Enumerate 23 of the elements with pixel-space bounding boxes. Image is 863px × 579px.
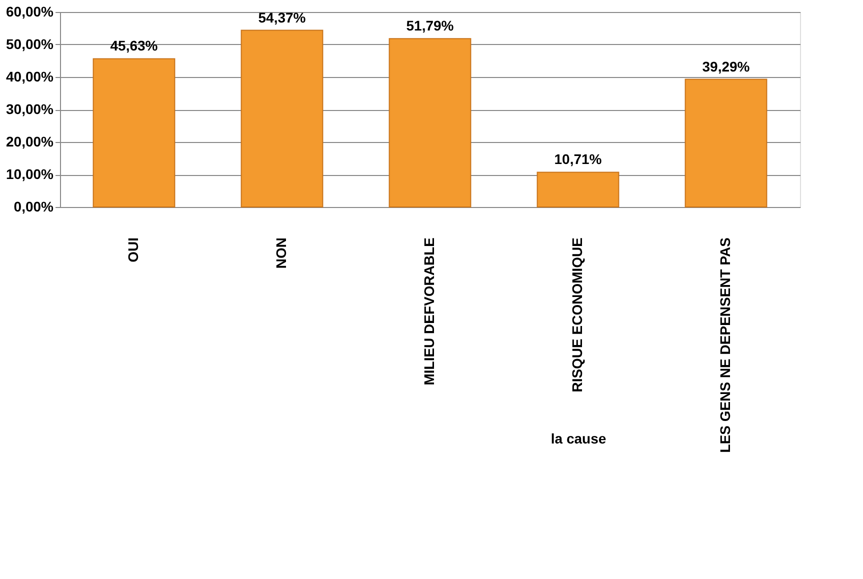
bar: [240, 30, 324, 208]
x-tick-label: RISQUE ECONOMIQUE: [569, 238, 585, 392]
x-tick-label: LES GENS NE DEPENSENT PAS: [717, 238, 733, 453]
x-tick-label: OUI: [125, 238, 141, 262]
bar: [92, 58, 176, 208]
data-label: 54,37%: [258, 9, 306, 26]
y-tick-label: 20,00%: [6, 134, 54, 150]
y-tick-label: 40,00%: [6, 68, 54, 84]
x-axis-title: la cause: [550, 430, 606, 446]
data-label: 39,29%: [702, 58, 750, 74]
bar: [684, 78, 768, 208]
y-tick-label: 0,00%: [14, 198, 54, 214]
data-label: 51,79%: [406, 18, 454, 34]
x-tick-label: NON: [273, 238, 289, 269]
bar: [536, 172, 620, 208]
data-label: 10,71%: [554, 151, 602, 168]
data-label: 45,63%: [110, 38, 158, 54]
x-tick-label: MILIEU DEFVORABLE: [421, 238, 437, 386]
y-tick-label: 30,00%: [6, 101, 54, 117]
bar: [388, 38, 472, 208]
y-tick-label: 50,00%: [6, 36, 54, 52]
y-tick-label: 60,00%: [6, 4, 54, 20]
y-tick-label: 10,00%: [6, 166, 54, 182]
